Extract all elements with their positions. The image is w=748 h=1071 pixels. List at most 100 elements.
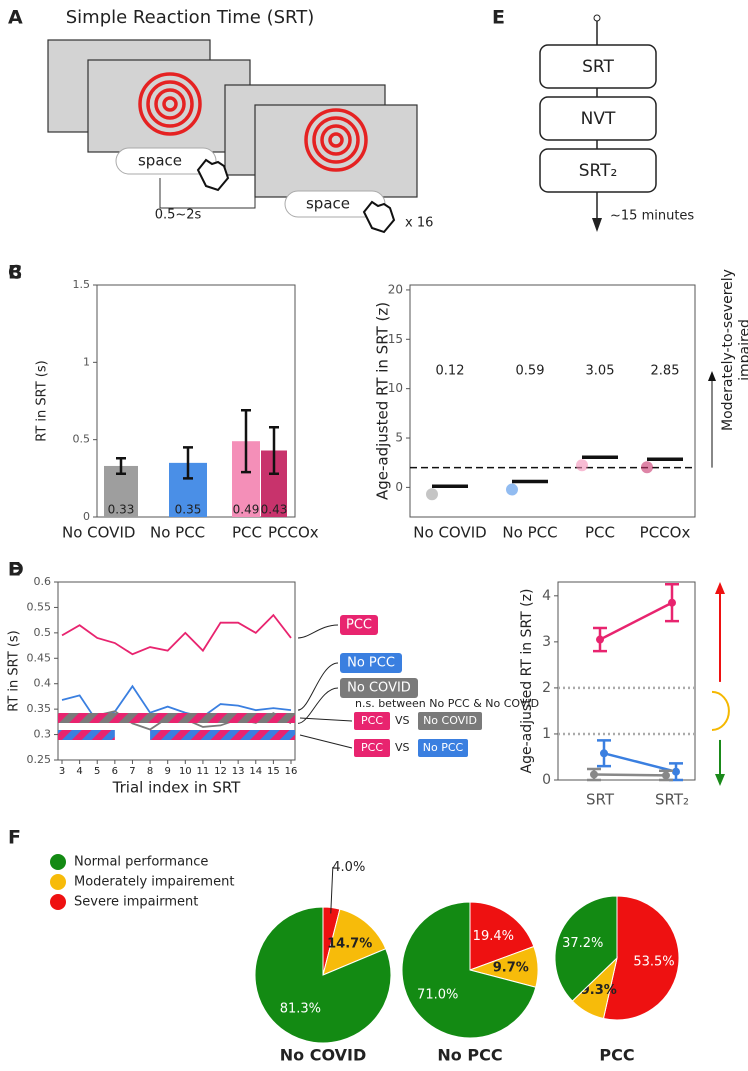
arrow-head <box>715 774 725 786</box>
x-tick-label: No PCC <box>502 524 557 542</box>
connector <box>159 175 256 209</box>
y-tick-label: 1 <box>83 355 90 368</box>
point <box>600 749 608 758</box>
y-tick-label: 0.45 <box>27 651 52 664</box>
x-tick-label: No COVID <box>62 524 135 542</box>
legend-label: PCC <box>346 618 372 633</box>
x-tick-label: 3 <box>59 766 65 777</box>
panel-title: Simple Reaction Time (SRT) <box>66 7 315 28</box>
error-bar <box>183 446 193 480</box>
panel-label: D <box>8 559 24 581</box>
repeat: x 16 <box>405 216 433 231</box>
tag-text: PCC <box>361 714 383 727</box>
series-line <box>61 613 292 656</box>
pie-title: No COVID <box>280 1046 366 1065</box>
arrow-head <box>592 218 602 232</box>
label-arrow <box>297 624 339 639</box>
flow-step <box>539 148 657 193</box>
y-tick-label: 0 <box>542 772 551 788</box>
x-tick-label: 14 <box>249 766 262 777</box>
tag-text: No PCC <box>423 741 464 754</box>
y-axis-label: Age-adjusted RT in SRT (z) <box>519 589 535 774</box>
flow-step <box>539 44 657 89</box>
group-marker <box>506 483 518 496</box>
x-tick-label: 6 <box>112 766 118 777</box>
label-arrow <box>299 717 353 722</box>
error-bar <box>116 456 126 475</box>
legend-label: Normal performance <box>74 855 208 870</box>
value-label: 4.0% <box>332 860 365 875</box>
panel-label: A <box>8 7 23 29</box>
y-tick-label: 15 <box>388 332 403 346</box>
value-label: 0.49 <box>233 503 260 517</box>
x-tick-label: 12 <box>214 766 227 777</box>
pie-slice <box>322 908 387 976</box>
x-tick-label: SRT <box>586 791 615 809</box>
y-tick-label: 0.5 <box>34 626 52 639</box>
x-tick-label: 4 <box>76 766 82 777</box>
flow-step <box>539 96 657 141</box>
label-arrow <box>299 734 353 749</box>
value-label: 9.7% <box>493 961 529 976</box>
bracket <box>711 690 730 731</box>
panel-label: B <box>8 262 22 284</box>
x-tick-label: No PCC <box>150 524 205 542</box>
panel-label: F <box>8 827 21 849</box>
duration: ~15 minutes <box>610 209 694 224</box>
tag-text: PCC <box>361 741 383 754</box>
series-line <box>593 773 667 777</box>
y-tick-label: 1.5 <box>73 278 91 291</box>
y-tick-label: 0.5 <box>73 433 91 446</box>
flow-step-text: SRT <box>582 57 614 77</box>
x-tick-label: SRT₂ <box>655 791 689 809</box>
value-label: 0.59 <box>516 363 545 378</box>
y-tick-label: 10 <box>388 381 403 395</box>
x-tick-label: 10 <box>179 766 192 777</box>
x-tick-label: 15 <box>267 766 280 777</box>
value-label: 37.2% <box>562 936 603 951</box>
vs-text: VS <box>395 714 410 727</box>
annotation: impaired <box>737 319 748 381</box>
interval: 0.5~2s <box>155 208 202 223</box>
y-tick-label: 0 <box>395 480 403 494</box>
legend-box <box>340 678 418 698</box>
y-tick-label: 4 <box>542 588 551 604</box>
error-bar <box>269 426 279 475</box>
legend-swatch <box>50 874 66 890</box>
pie-slice <box>401 901 537 1039</box>
x-tick-label: 11 <box>197 766 210 777</box>
x-tick-label: 7 <box>129 766 135 777</box>
pie-slice <box>554 895 618 1002</box>
pie-title: PCC <box>599 1046 634 1065</box>
key-text: space <box>138 152 182 170</box>
legend-swatch <box>50 854 66 870</box>
y-tick-label: 20 <box>388 282 403 296</box>
tag <box>418 739 468 757</box>
label-arrow <box>297 687 339 724</box>
significance-bar <box>150 730 295 740</box>
point <box>596 635 604 644</box>
error-bar <box>241 409 251 474</box>
label-arrow <box>297 662 339 711</box>
screen <box>254 104 418 198</box>
flow-step-text: SRT₂ <box>579 161 618 181</box>
value-label: 0.12 <box>436 363 465 378</box>
pie-slice <box>254 906 392 1044</box>
x-tick-label: PCCOx <box>640 524 691 542</box>
y-tick-label: 1 <box>542 726 551 742</box>
flow-step-text: NVT <box>581 109 616 129</box>
plot-frame <box>557 581 696 781</box>
y-tick-label: 0.4 <box>34 677 52 690</box>
value-label: 9.3% <box>581 983 617 998</box>
y-tick-label: 0.25 <box>27 753 52 766</box>
legend-label: No COVID <box>347 681 411 696</box>
hand-icon <box>362 200 396 234</box>
value-label: 3.05 <box>586 363 615 378</box>
y-tick-label: 0.6 <box>34 575 52 588</box>
series-line <box>599 601 673 641</box>
key-text: space <box>306 195 350 213</box>
y-tick-label: 2 <box>542 680 551 696</box>
group-marker <box>426 488 438 501</box>
tag <box>354 712 390 730</box>
